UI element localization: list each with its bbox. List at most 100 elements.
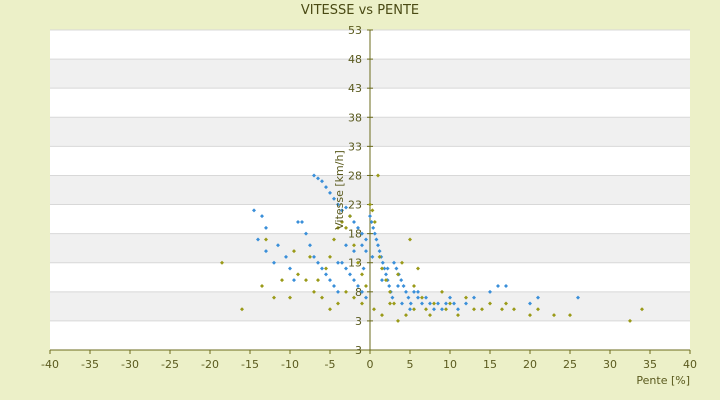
data-point (304, 278, 308, 283)
data-point (536, 295, 540, 300)
x-tick-labels: -40 -35 -30 -25 -20 -15 -10 -5 0 5 10 15 20 25 30 35 40 (41, 358, 697, 371)
data-point (356, 260, 360, 265)
data-point (328, 307, 332, 312)
data-point (284, 254, 288, 259)
data-point (364, 295, 368, 300)
data-point (264, 225, 268, 230)
x-tick-label: 10 (443, 358, 457, 371)
data-point (320, 179, 324, 184)
data-point (344, 266, 348, 271)
data-point (440, 289, 444, 294)
data-point (396, 318, 400, 323)
data-point (348, 214, 352, 219)
data-point (364, 249, 368, 254)
data-point (272, 260, 276, 265)
data-point (568, 313, 572, 318)
data-point (396, 272, 400, 277)
data-point (394, 266, 399, 271)
data-point (340, 208, 344, 213)
data-point (416, 289, 420, 294)
data-point (272, 295, 276, 300)
x-tick-label: 0 (367, 358, 374, 371)
data-point (416, 266, 420, 271)
data-point (288, 266, 292, 271)
data-point (388, 289, 392, 294)
y-tick-label: 48 (348, 53, 362, 66)
x-tick-label: -15 (241, 358, 259, 371)
data-point (320, 266, 324, 271)
data-point (528, 301, 532, 306)
data-point (396, 284, 400, 288)
data-point (344, 243, 348, 248)
data-point (336, 301, 340, 306)
data-point (399, 278, 404, 283)
x-axis-label: Pente [%] (636, 374, 690, 387)
data-point (296, 272, 300, 277)
y-axis-label: Vitesse [km/h] (333, 150, 346, 230)
y-tick-label: 3 (355, 344, 362, 357)
data-point (361, 266, 366, 271)
data-point (364, 237, 368, 242)
data-point (488, 289, 492, 294)
data-point (376, 173, 380, 178)
data-point (412, 307, 416, 312)
data-point (288, 295, 292, 300)
data-point (424, 295, 428, 300)
data-point (356, 284, 360, 288)
data-point (324, 266, 328, 271)
data-point (316, 260, 320, 265)
data-point (352, 249, 356, 254)
data-point (504, 284, 508, 288)
data-point (428, 301, 432, 306)
data-point (392, 260, 396, 265)
x-tick-label: 35 (643, 358, 657, 371)
data-point (352, 243, 356, 248)
data-point (352, 295, 356, 300)
data-point (416, 295, 420, 300)
data-point (340, 260, 344, 265)
data-point (344, 225, 348, 230)
data-point (332, 196, 336, 201)
data-point (480, 307, 484, 312)
data-point (452, 301, 456, 306)
data-point (256, 237, 260, 242)
data-point (368, 214, 372, 219)
data-point (356, 225, 360, 230)
x-tick-label: -5 (325, 358, 336, 371)
data-point (304, 231, 308, 236)
data-point (364, 284, 368, 288)
data-point (448, 295, 452, 300)
data-point (408, 237, 412, 242)
data-point (368, 202, 372, 207)
data-point (400, 301, 404, 306)
data-point (406, 295, 411, 300)
data-point (264, 249, 268, 254)
data-point (308, 254, 312, 259)
data-point (376, 243, 380, 248)
data-point (316, 176, 320, 181)
data-point (436, 301, 440, 306)
y-tick-label: 13 (348, 257, 362, 270)
y-tick-label: 23 (348, 199, 362, 212)
data-point (444, 301, 448, 306)
data-point (336, 225, 340, 230)
data-point (387, 284, 392, 288)
data-point (380, 266, 384, 271)
data-point (280, 278, 284, 283)
data-point (360, 243, 364, 248)
data-point (412, 284, 416, 288)
data-point (404, 289, 408, 294)
data-point (384, 272, 388, 277)
data-point (392, 301, 396, 306)
data-point (370, 254, 375, 259)
data-point (308, 243, 312, 248)
y-tick-label: 18 (348, 228, 362, 241)
y-tick-label: 43 (348, 82, 362, 95)
data-point (472, 307, 476, 312)
data-point (408, 301, 413, 306)
data-point (332, 284, 336, 288)
data-point (276, 243, 280, 248)
data-point (382, 266, 387, 271)
data-point (372, 231, 377, 236)
